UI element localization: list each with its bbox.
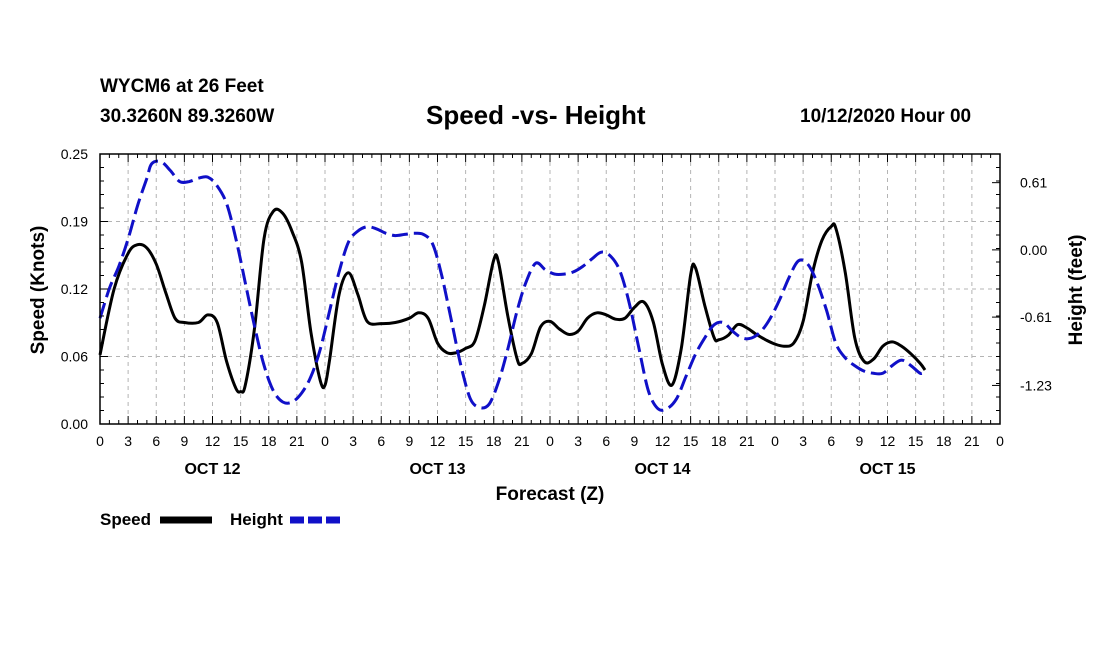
y-tick-label-left: 0.25 — [61, 146, 88, 162]
x-tick-label: 0 — [321, 433, 329, 449]
speed-series-line — [98, 207, 927, 394]
x-tick-label: 3 — [574, 433, 582, 449]
run-time: 10/12/2020 Hour 00 — [800, 106, 972, 127]
x-tick-label: 9 — [630, 433, 638, 449]
y-tick-label-right: 0.00 — [1020, 242, 1047, 258]
legend-speed-label: Speed — [100, 510, 151, 529]
x-tick-label: 9 — [855, 433, 863, 449]
y-tick-label-left: 0.12 — [61, 281, 88, 297]
tick-labels: 0 3 6 9 12 15 18 21 0 3 6 9 12 15 18 21 0 3 6 9 12 15 18 21 0 3 6 9… — [61, 146, 1052, 478]
x-tick-label: 6 — [152, 433, 160, 449]
x-tick-label: 0 — [96, 433, 104, 449]
x-tick-label: 3 — [124, 433, 132, 449]
x-tick-label: 12 — [205, 433, 221, 449]
x-tick-label: 15 — [683, 433, 699, 449]
x-tick-label: 6 — [602, 433, 610, 449]
series-layer — [98, 159, 927, 412]
x-tick-label: 21 — [739, 433, 755, 449]
x-tick-label: 9 — [405, 433, 413, 449]
height-series-line — [98, 159, 926, 412]
y-axis-title-left: Speed (Knots) — [28, 226, 49, 355]
y-axis-title-right: Height (feet) — [1066, 235, 1087, 346]
legend: Speed Height — [100, 510, 342, 529]
x-tick-label: 12 — [880, 433, 896, 449]
y-tick-label-right: 0.61 — [1020, 175, 1047, 191]
y-tick-label-right: -0.61 — [1020, 309, 1052, 325]
date-label: OCT 13 — [409, 461, 465, 478]
station-coords: 30.3260N 89.3260W — [100, 106, 275, 127]
x-tick-label: 0 — [996, 433, 1004, 449]
x-tick-label: 15 — [908, 433, 924, 449]
y-tick-label-left: 0.00 — [61, 416, 88, 432]
x-tick-label: 12 — [430, 433, 446, 449]
tick-marks — [99, 153, 1001, 425]
chart-title: Speed -vs- Height — [426, 100, 646, 130]
y-tick-label-left: 0.06 — [61, 349, 88, 365]
x-tick-label: 15 — [233, 433, 249, 449]
x-tick-label: 0 — [771, 433, 779, 449]
x-tick-label: 3 — [349, 433, 357, 449]
x-tick-label: 18 — [711, 433, 727, 449]
legend-height-label: Height — [230, 510, 283, 529]
date-label: OCT 15 — [859, 461, 915, 478]
grid-lines — [100, 154, 1000, 424]
x-axis-title: Forecast (Z) — [496, 484, 605, 505]
x-tick-label: 3 — [799, 433, 807, 449]
x-tick-label: 15 — [458, 433, 474, 449]
date-label: OCT 12 — [184, 461, 240, 478]
y-tick-label-right: -1.23 — [1020, 377, 1052, 393]
x-tick-label: 0 — [546, 433, 554, 449]
x-tick-label: 12 — [655, 433, 671, 449]
x-tick-label: 18 — [936, 433, 952, 449]
date-label: OCT 14 — [634, 461, 690, 478]
x-tick-label: 18 — [486, 433, 502, 449]
x-tick-label: 18 — [261, 433, 277, 449]
x-tick-label: 21 — [289, 433, 305, 449]
x-tick-label: 6 — [377, 433, 385, 449]
x-tick-label: 9 — [180, 433, 188, 449]
x-tick-label: 21 — [514, 433, 530, 449]
x-tick-label: 6 — [827, 433, 835, 449]
x-tick-label: 21 — [964, 433, 980, 449]
station-name: WYCM6 at 26 Feet — [100, 76, 264, 97]
y-tick-label-left: 0.19 — [61, 214, 88, 230]
